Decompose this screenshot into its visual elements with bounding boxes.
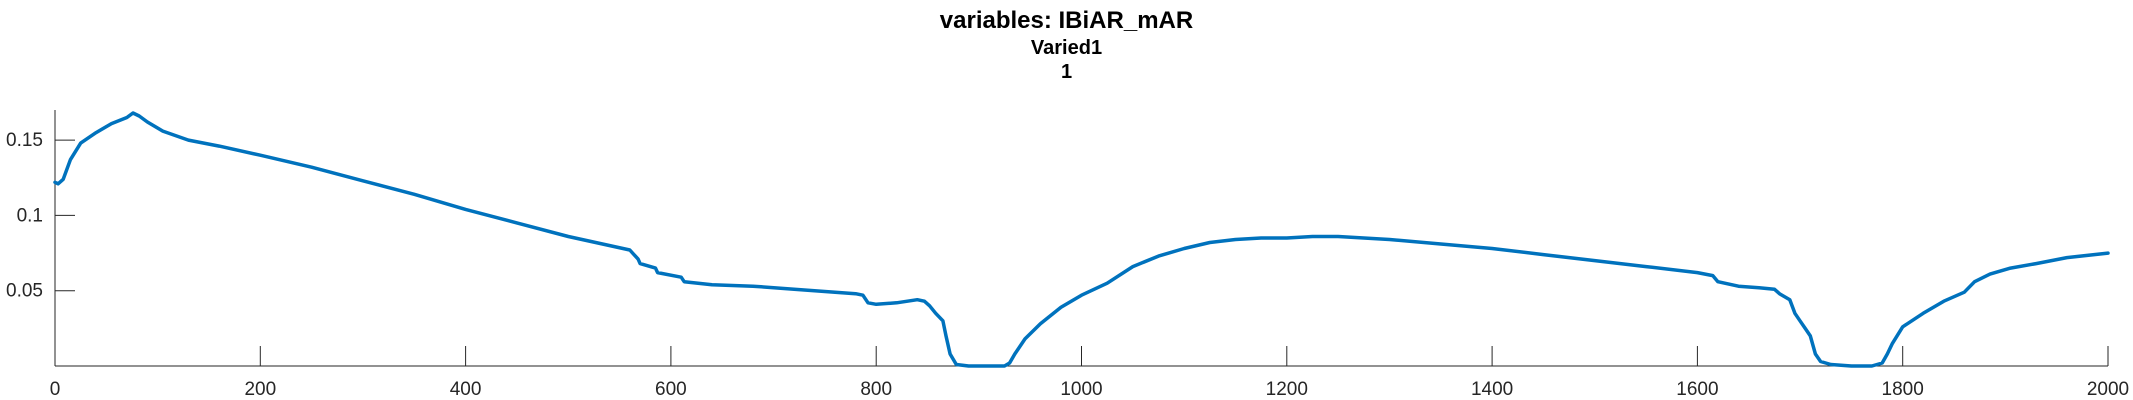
x-tick-label: 1800 — [1882, 379, 1924, 400]
chart-subtitle: Varied1 — [1030, 37, 1103, 59]
axes-group — [54, 110, 2108, 367]
series-line — [53, 111, 2110, 368]
y-ticks-group: 0.05 0.1 0.15 — [6, 130, 75, 302]
y-tick-label: 0.05 — [6, 281, 43, 302]
series-group — [53, 111, 2110, 368]
chart-title: variables: IBiAR_mAR — [939, 7, 1194, 34]
chart-title-block: variables: IBiAR_mAR Varied1 1 — [0, 6, 2133, 84]
y-tick-label: 0.1 — [17, 205, 43, 226]
x-tick-label: 200 — [244, 379, 276, 400]
x-tick-label: 1600 — [1676, 379, 1718, 400]
x-tick-label: 600 — [655, 379, 687, 400]
x-tick-label: 400 — [450, 379, 482, 400]
y-tick-label: 0.15 — [6, 130, 43, 151]
x-tick-label: 2000 — [2087, 379, 2129, 400]
chart-subtitle-index: 1 — [1060, 61, 1073, 83]
x-tick-label: 0 — [50, 379, 61, 400]
x-tick-label: 800 — [860, 379, 892, 400]
x-tick-label: 1200 — [1266, 379, 1308, 400]
x-ticks-group: 0 200 400 600 800 1000 1200 1400 1600 1800 2000 — [50, 346, 2129, 400]
x-tick-label: 1000 — [1060, 379, 1102, 400]
x-tick-label: 1400 — [1471, 379, 1513, 400]
